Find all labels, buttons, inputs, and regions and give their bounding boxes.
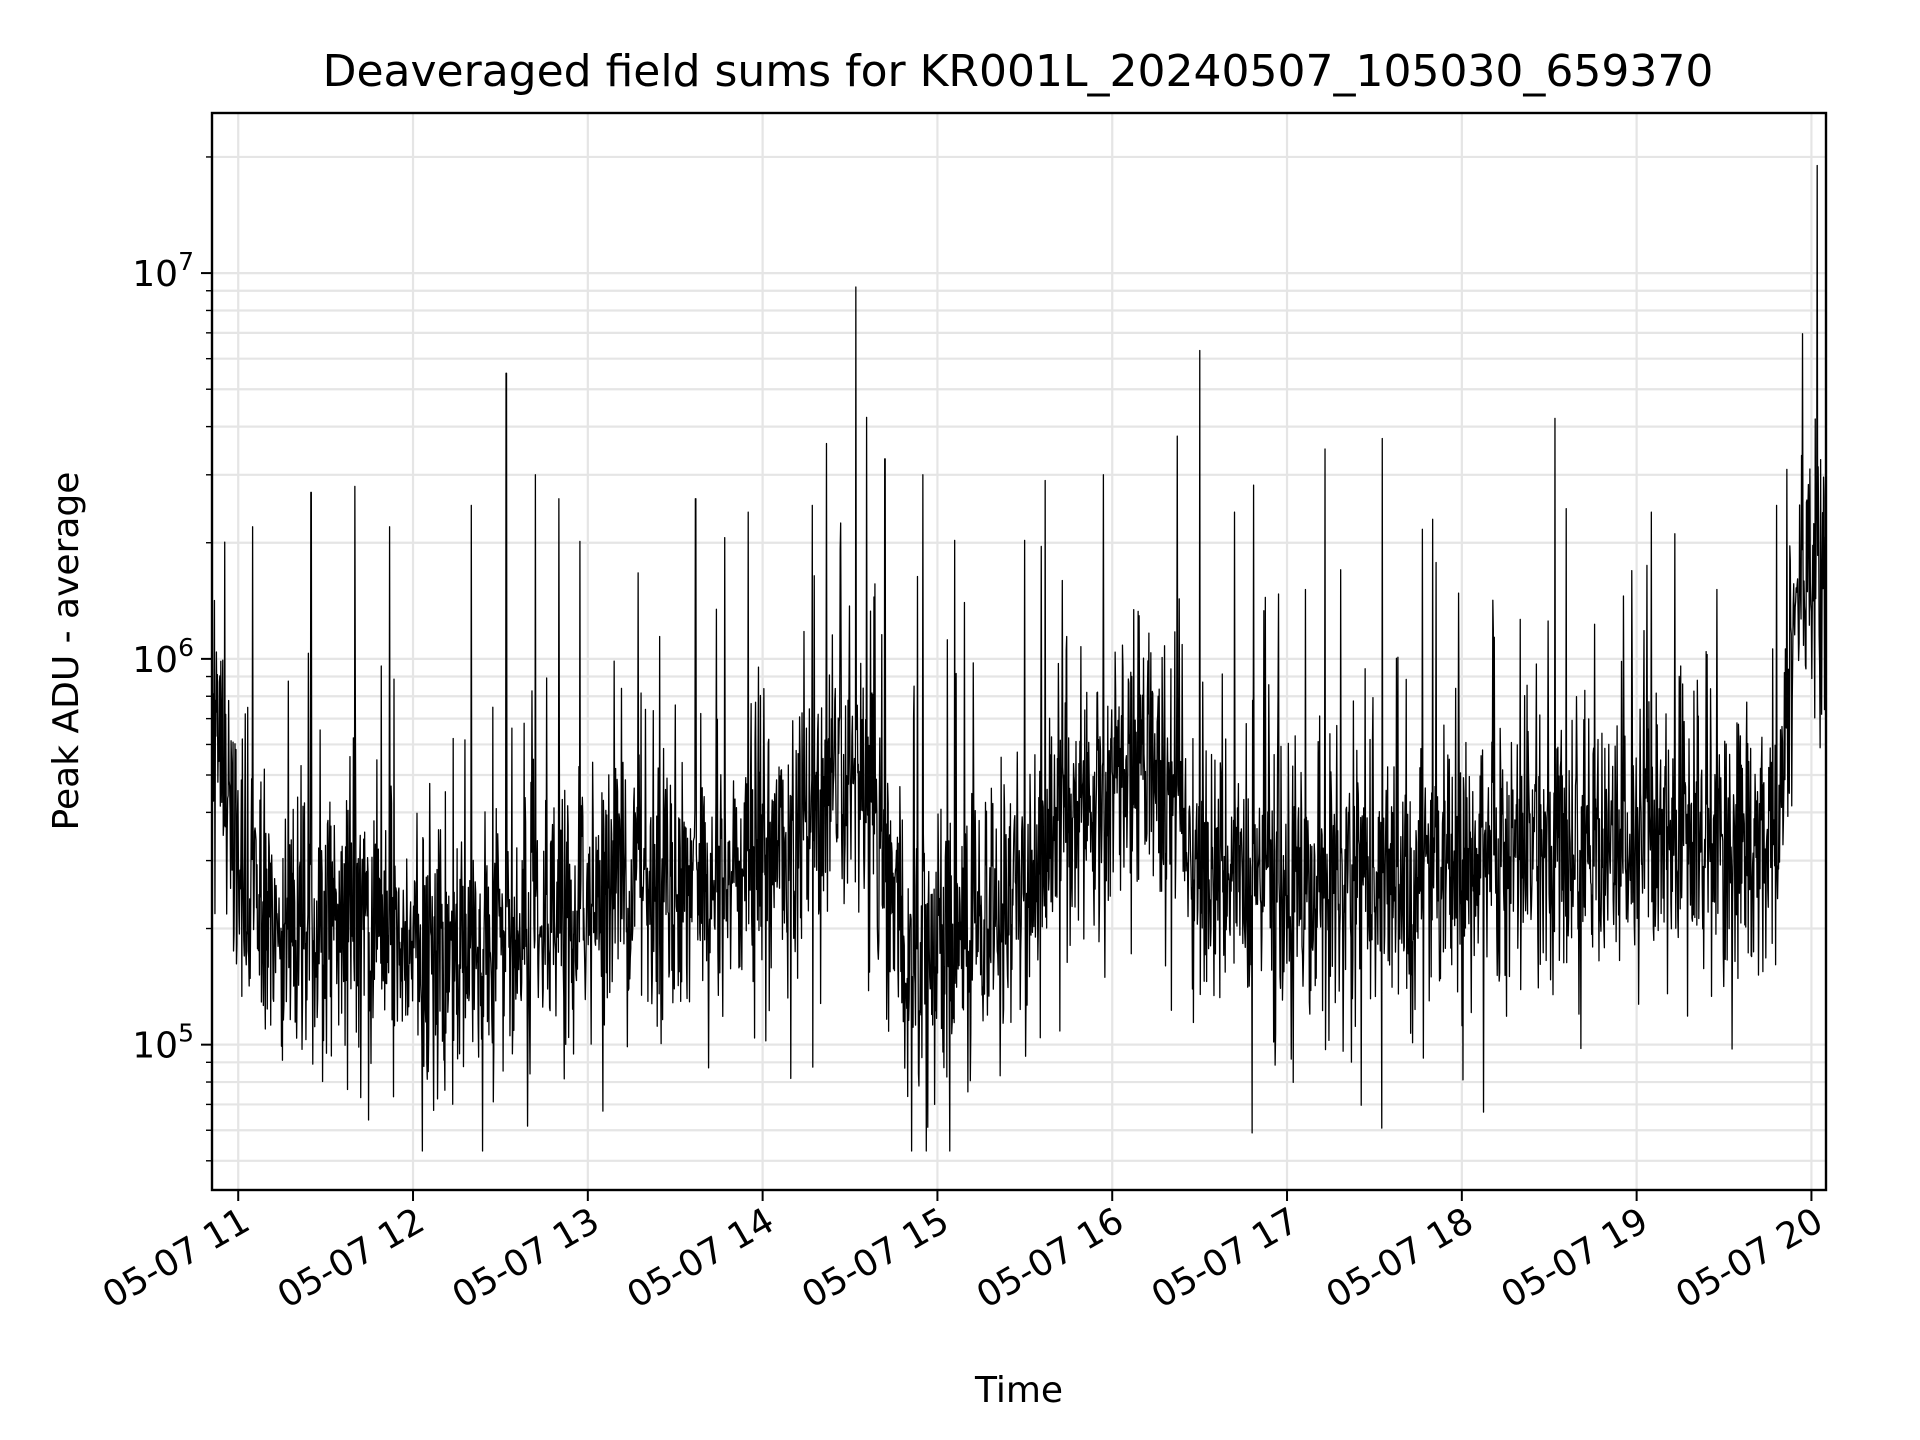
y-tick-label: 107 — [132, 247, 194, 295]
x-tick-label: 05-07 14 — [620, 1200, 781, 1316]
series-line — [211, 164, 1827, 1152]
y-tick-label: 105 — [132, 1019, 194, 1067]
x-tick-label: 05-07 15 — [795, 1200, 956, 1316]
x-tick-label: 05-07 20 — [1669, 1200, 1830, 1316]
x-tick-label: 05-07 18 — [1320, 1200, 1481, 1316]
x-tick-label: 05-07 12 — [271, 1200, 432, 1316]
x-tick-label: 05-07 13 — [446, 1200, 607, 1316]
x-axis-label: Time — [974, 1370, 1063, 1411]
x-tick-label: 05-07 11 — [96, 1200, 257, 1316]
x-tick-label: 05-07 17 — [1145, 1200, 1306, 1316]
grid-layer — [212, 113, 1826, 1190]
y-tick-label: 106 — [132, 633, 194, 681]
x-tick-label: 05-07 16 — [970, 1200, 1131, 1316]
series-layer — [211, 164, 1827, 1152]
x-tick-label: 05-07 19 — [1494, 1200, 1655, 1316]
y-axis-label: Peak ADU - average — [46, 472, 87, 831]
chart-title: Deaveraged field sums for KR001L_2024050… — [323, 46, 1714, 97]
plot-frame — [210, 111, 1828, 1192]
